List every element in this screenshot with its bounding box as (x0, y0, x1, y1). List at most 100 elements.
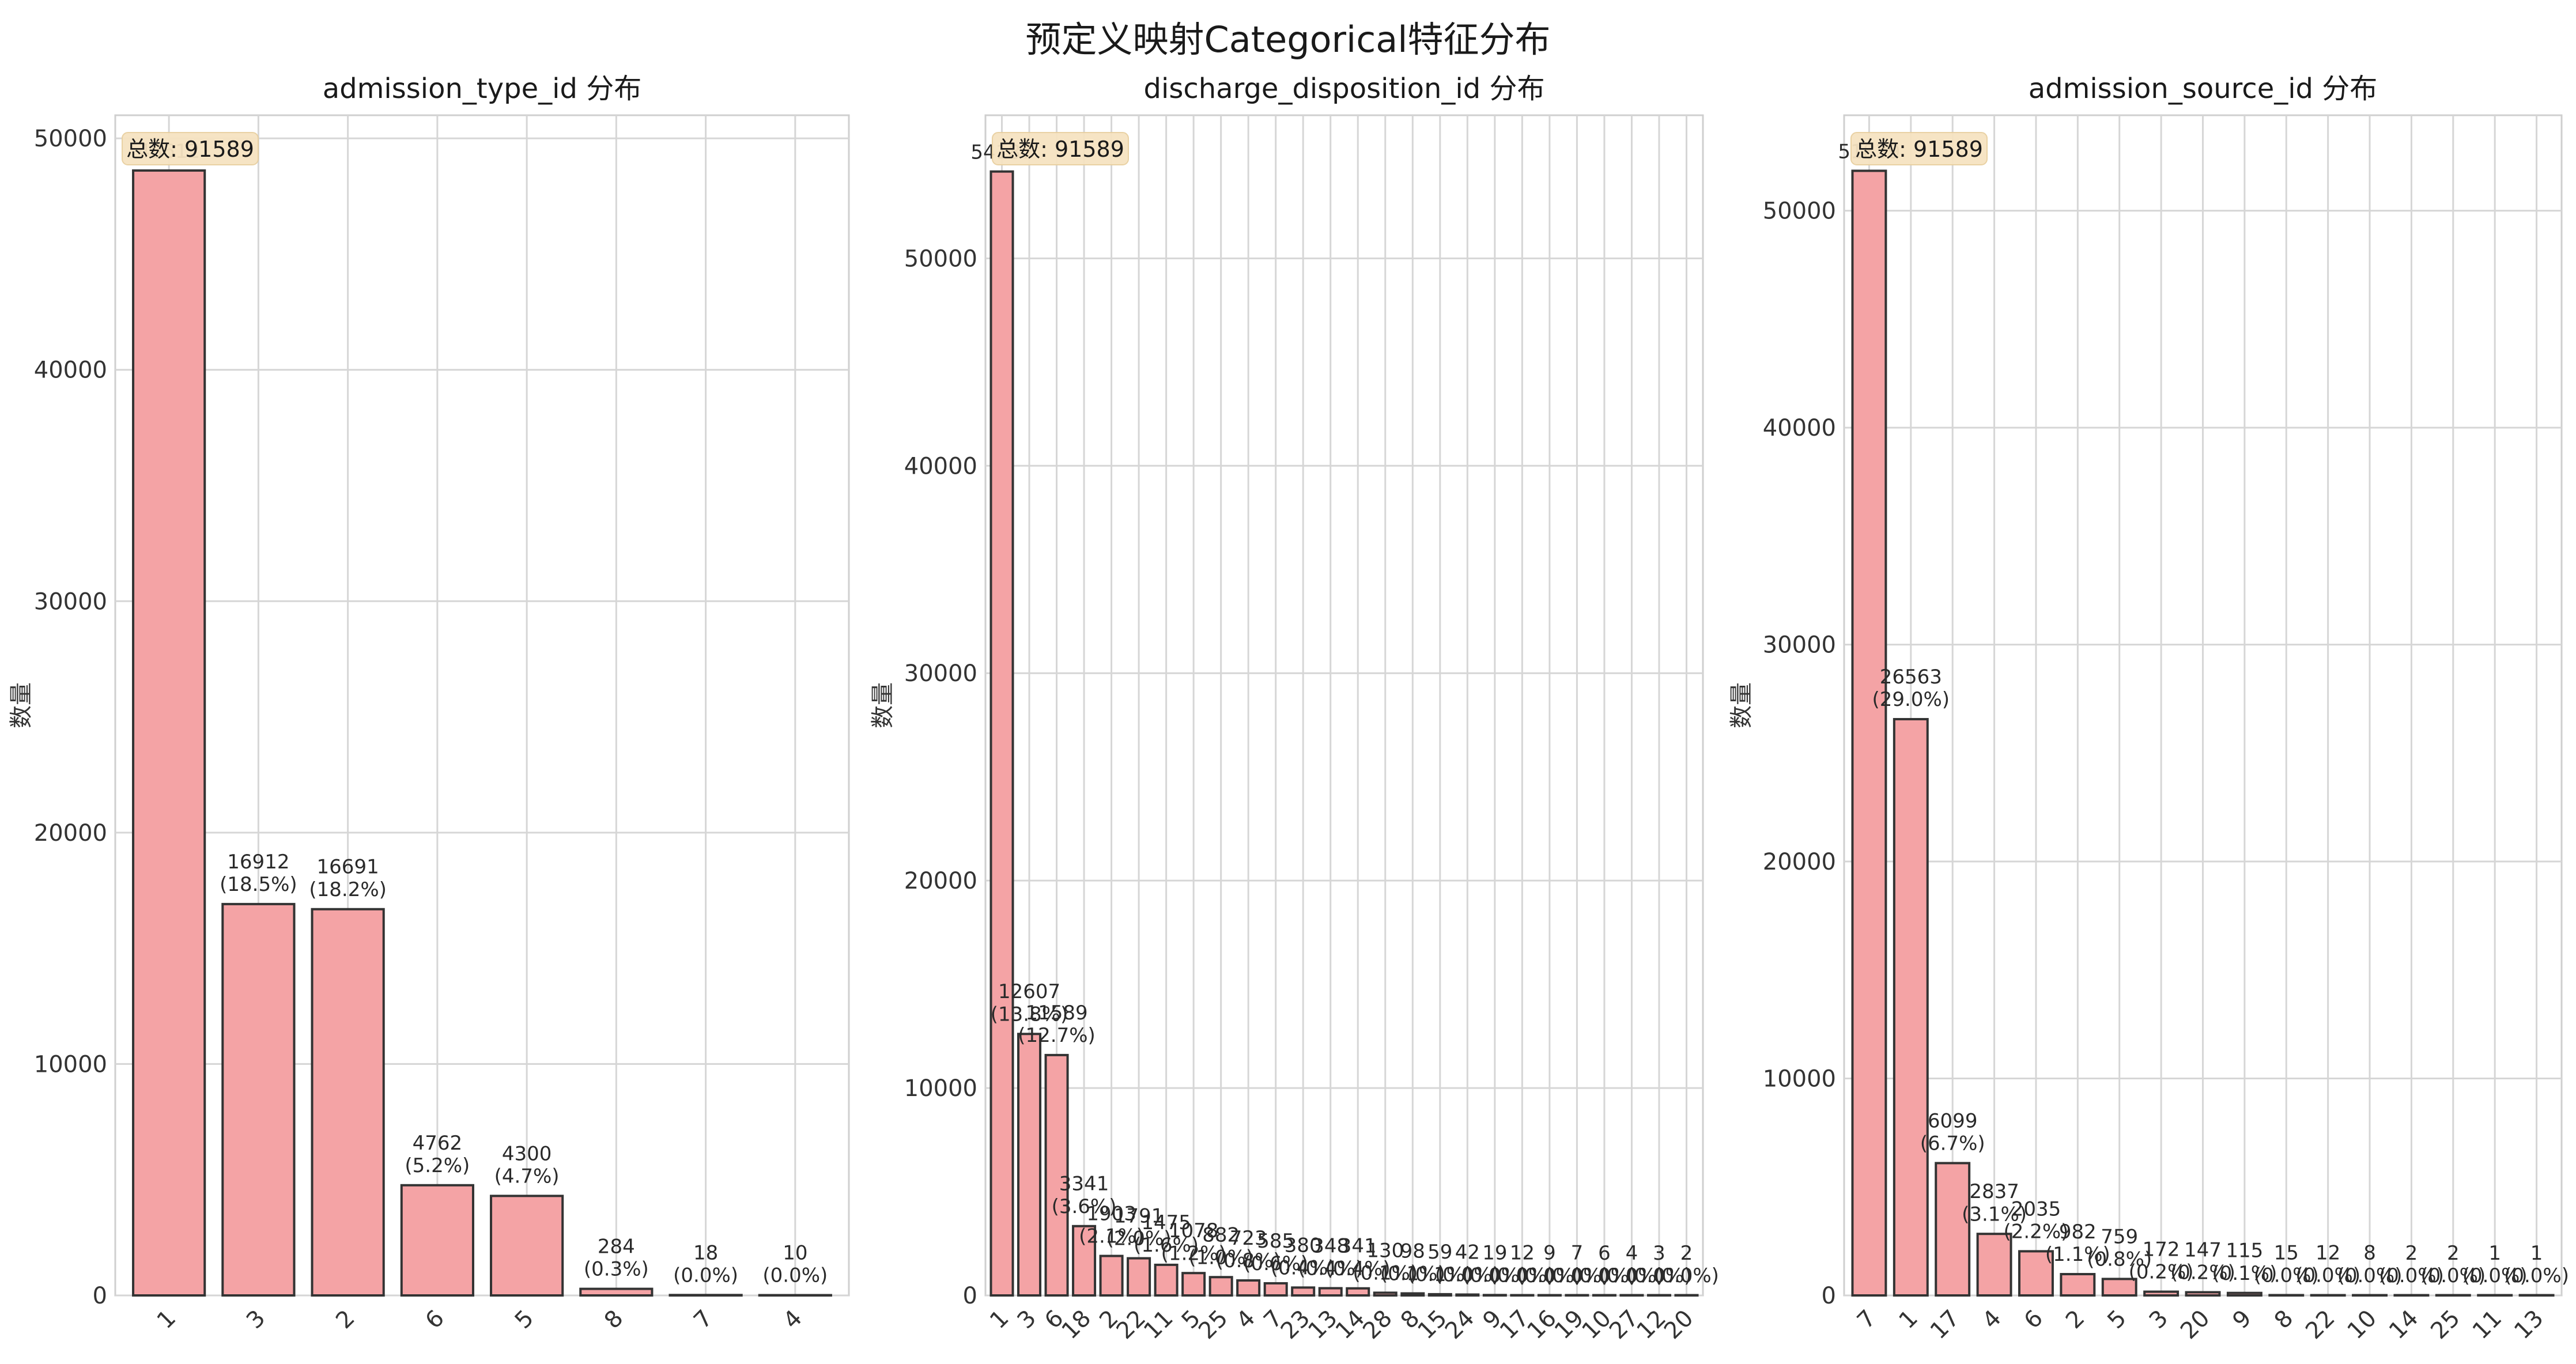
data-label: 1 (0.0%) (2504, 1242, 2569, 1287)
x-tick-label: 28 (1358, 1305, 1397, 1345)
bar-10 (2352, 1294, 2388, 1297)
data-label: 18 (0.0%) (673, 1241, 738, 1287)
data-label: 10 (0.0%) (762, 1242, 828, 1287)
data-label: 172 (0.2%) (2129, 1238, 2194, 1284)
total-count-text: 总数: 91589 (996, 137, 1124, 162)
bar-13 (1318, 1287, 1343, 1297)
bar-3 (1017, 1033, 1042, 1297)
chart-panel-1: 0 10000 20000 30000 40000 50000 数量 admission_ty… (8, 73, 850, 1335)
x-tick-label: 1 (152, 1305, 182, 1335)
bar-11 (1154, 1263, 1179, 1297)
data-label: 147 (0.2%) (2170, 1238, 2235, 1284)
y-tick-label: 40000 (34, 357, 107, 384)
bar-12 (1646, 1294, 1671, 1297)
y-tick-label: 0 (93, 1283, 107, 1309)
total-count-text: 总数: 91589 (126, 137, 254, 162)
bar-8 (579, 1287, 654, 1297)
data-label: 26563 (29.0%) (1872, 666, 1950, 711)
data-label: 2837 (3.1%) (1962, 1180, 2027, 1226)
data-label: 42 (0.0%) (1435, 1241, 1500, 1286)
x-tick-label: 6 (2019, 1305, 2049, 1335)
data-label: 16691 (18.2%) (309, 856, 387, 901)
data-label: 2 (0.0%) (2420, 1242, 2486, 1287)
plot-area (984, 114, 1704, 1297)
y-tick-label: 0 (1822, 1283, 1836, 1309)
bar-6 (1044, 1053, 1069, 1297)
y-tick-label: 10000 (904, 1075, 977, 1102)
bar-14 (1346, 1287, 1370, 1297)
data-label: 284 (0.3%) (584, 1235, 649, 1281)
data-label: 3 (0.0%) (1627, 1242, 1692, 1287)
bar-22 (2310, 1294, 2346, 1297)
data-label: 759 (0.8%) (2087, 1225, 2152, 1271)
data-label: 882 (1.0%) (1188, 1223, 1253, 1269)
data-label: 98 (0.1%) (1380, 1240, 1445, 1285)
y-tick-label: 50000 (904, 245, 977, 272)
x-tick-label: 24 (1440, 1305, 1480, 1345)
bar-22 (1127, 1257, 1151, 1297)
bar-2 (2060, 1273, 2096, 1297)
bar-16 (1537, 1294, 1562, 1297)
x-tick-label: 13 (2509, 1305, 2549, 1345)
data-label: 1078 (1.2%) (1161, 1219, 1226, 1265)
bar-20 (2185, 1291, 2221, 1297)
x-tick-label: 11 (1139, 1305, 1179, 1345)
bar-3 (221, 902, 296, 1297)
data-label: 19 (0.0%) (1462, 1241, 1527, 1287)
x-tick-label: 3 (2144, 1305, 2174, 1335)
x-tick-label: 25 (1193, 1305, 1233, 1345)
data-label: 7 (0.0%) (1544, 1242, 1610, 1287)
bar-15 (1427, 1293, 1452, 1297)
bar-1 (989, 170, 1014, 1297)
data-label: 1475 (1.6%) (1134, 1211, 1199, 1257)
bar-27 (1619, 1294, 1644, 1297)
x-tick-label: 7 (1852, 1305, 1882, 1335)
x-tick-label: 14 (2384, 1305, 2424, 1345)
x-tick-label: 5 (510, 1305, 539, 1335)
data-label: 2 (0.0%) (2379, 1242, 2444, 1287)
bar-23 (1291, 1286, 1316, 1297)
data-label: 8 (0.0%) (2337, 1242, 2403, 1287)
bar-25 (2435, 1294, 2471, 1297)
figure-suptitle: 预定义映射Categorical特征分布 (1025, 18, 1551, 61)
bar-17 (1510, 1294, 1535, 1297)
bar-20 (1674, 1294, 1699, 1297)
bar-6 (400, 1184, 474, 1297)
bar-1 (1893, 717, 1929, 1297)
data-label: 4 (0.0%) (1599, 1242, 1664, 1287)
chart-panel-2: 0 10000 20000 30000 40000 50000 数量 discharge_di… (870, 73, 1719, 1344)
data-label: 723 (0.8%) (1216, 1227, 1281, 1272)
y-tick-label: 20000 (1763, 849, 1836, 875)
data-label: 1791 (2.0%) (1106, 1205, 1172, 1250)
y-axis-label: 数量 (870, 682, 896, 728)
data-label: 130 (0.1%) (1353, 1239, 1418, 1284)
x-tick-label: 20 (1659, 1305, 1699, 1345)
bar-11 (2477, 1294, 2513, 1297)
x-tick-label: 4 (1232, 1305, 1261, 1335)
total-box-bg (1850, 132, 1988, 165)
chart-title: admission_type_id 分布 (323, 73, 641, 105)
y-tick-label: 0 (963, 1283, 977, 1309)
bar-24 (1455, 1293, 1480, 1297)
x-tick-label: 10 (2343, 1305, 2382, 1345)
total-count-box: 总数: 91589 (1850, 132, 1988, 165)
data-label: 982 (1.1%) (2045, 1221, 2110, 1266)
y-tick-label: 10000 (34, 1051, 107, 1078)
bar-3 (2143, 1290, 2180, 1297)
bar-6 (2018, 1250, 2054, 1297)
x-tick-label: 8 (599, 1305, 629, 1335)
data-label: 1 (0.0%) (2462, 1242, 2528, 1287)
data-label: 4300 (4.7%) (494, 1142, 560, 1188)
bar-2 (311, 908, 385, 1297)
y-axis-label: 数量 (1728, 682, 1755, 728)
data-label: 12 (0.0%) (2295, 1242, 2360, 1287)
y-tick-label: 20000 (34, 820, 107, 847)
x-tick-label: 8 (2269, 1305, 2299, 1335)
x-tick-label: 2 (331, 1305, 360, 1335)
data-label: 2035 (2.2%) (2004, 1197, 2069, 1243)
y-tick-label: 30000 (34, 588, 107, 615)
bar-1 (132, 169, 206, 1297)
x-tick-label: 2 (2061, 1305, 2090, 1335)
x-tick-label: 3 (241, 1305, 271, 1335)
